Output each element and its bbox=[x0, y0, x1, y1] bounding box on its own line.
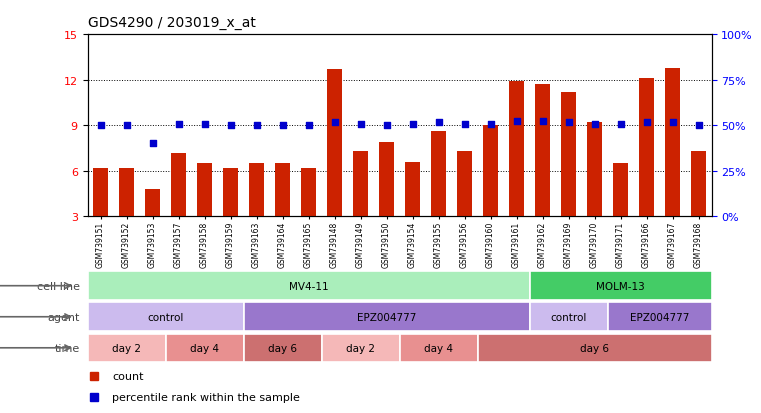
Text: day 4: day 4 bbox=[424, 343, 453, 353]
Text: agent: agent bbox=[47, 312, 80, 322]
Point bbox=[537, 118, 549, 125]
Text: MV4-11: MV4-11 bbox=[288, 281, 328, 291]
Bar bbox=[400, 334, 478, 362]
Bar bbox=[509, 82, 524, 217]
Bar bbox=[613, 164, 629, 217]
Bar bbox=[638, 79, 654, 217]
Text: day 4: day 4 bbox=[190, 343, 219, 353]
Text: day 2: day 2 bbox=[112, 343, 141, 353]
Bar bbox=[457, 152, 473, 217]
Bar bbox=[587, 123, 603, 217]
Point bbox=[458, 121, 470, 128]
Bar bbox=[691, 152, 706, 217]
Bar bbox=[530, 272, 712, 300]
Bar bbox=[88, 303, 244, 331]
Text: percentile rank within the sample: percentile rank within the sample bbox=[113, 392, 301, 403]
Point bbox=[355, 121, 367, 128]
Point bbox=[432, 120, 444, 126]
Bar bbox=[166, 334, 244, 362]
Text: EPZ004777: EPZ004777 bbox=[357, 312, 416, 322]
Point bbox=[329, 120, 341, 126]
Point bbox=[173, 121, 185, 128]
Point bbox=[485, 121, 497, 128]
Bar bbox=[145, 190, 161, 217]
Text: day 6: day 6 bbox=[268, 343, 297, 353]
Text: MOLM-13: MOLM-13 bbox=[596, 281, 645, 291]
Bar bbox=[353, 152, 368, 217]
Bar bbox=[196, 164, 212, 217]
Bar bbox=[119, 169, 135, 217]
Point bbox=[588, 121, 600, 128]
Bar bbox=[244, 334, 322, 362]
Bar bbox=[244, 303, 530, 331]
Point bbox=[693, 123, 705, 129]
Bar bbox=[607, 303, 712, 331]
Bar bbox=[170, 153, 186, 217]
Text: cell line: cell line bbox=[37, 281, 80, 291]
Bar bbox=[93, 169, 108, 217]
Point bbox=[641, 120, 653, 126]
Point bbox=[614, 121, 626, 128]
Bar bbox=[478, 334, 712, 362]
Point bbox=[224, 123, 237, 129]
Bar bbox=[482, 126, 498, 217]
Bar bbox=[405, 162, 420, 217]
Point bbox=[94, 123, 107, 129]
Text: day 2: day 2 bbox=[346, 343, 375, 353]
Bar bbox=[535, 85, 550, 217]
Bar bbox=[530, 303, 607, 331]
Bar bbox=[275, 164, 291, 217]
Bar bbox=[301, 169, 317, 217]
Text: control: control bbox=[550, 312, 587, 322]
Text: day 6: day 6 bbox=[580, 343, 609, 353]
Text: EPZ004777: EPZ004777 bbox=[630, 312, 689, 322]
Text: time: time bbox=[55, 343, 80, 353]
Bar bbox=[665, 69, 680, 217]
Text: count: count bbox=[113, 371, 144, 381]
Point bbox=[511, 118, 523, 125]
Bar bbox=[561, 93, 576, 217]
Point bbox=[276, 123, 288, 129]
Text: GDS4290 / 203019_x_at: GDS4290 / 203019_x_at bbox=[88, 16, 256, 30]
Bar bbox=[223, 169, 238, 217]
Bar bbox=[326, 70, 342, 217]
Point bbox=[146, 141, 158, 147]
Point bbox=[406, 121, 419, 128]
Bar bbox=[88, 272, 530, 300]
Point bbox=[562, 120, 575, 126]
Bar bbox=[88, 334, 166, 362]
Point bbox=[380, 123, 393, 129]
Point bbox=[302, 123, 314, 129]
Text: control: control bbox=[148, 312, 183, 322]
Point bbox=[120, 123, 132, 129]
Point bbox=[199, 121, 211, 128]
Bar bbox=[249, 164, 264, 217]
Bar bbox=[379, 142, 394, 217]
Point bbox=[250, 123, 263, 129]
Bar bbox=[322, 334, 400, 362]
Bar bbox=[431, 132, 447, 217]
Point bbox=[667, 120, 679, 126]
